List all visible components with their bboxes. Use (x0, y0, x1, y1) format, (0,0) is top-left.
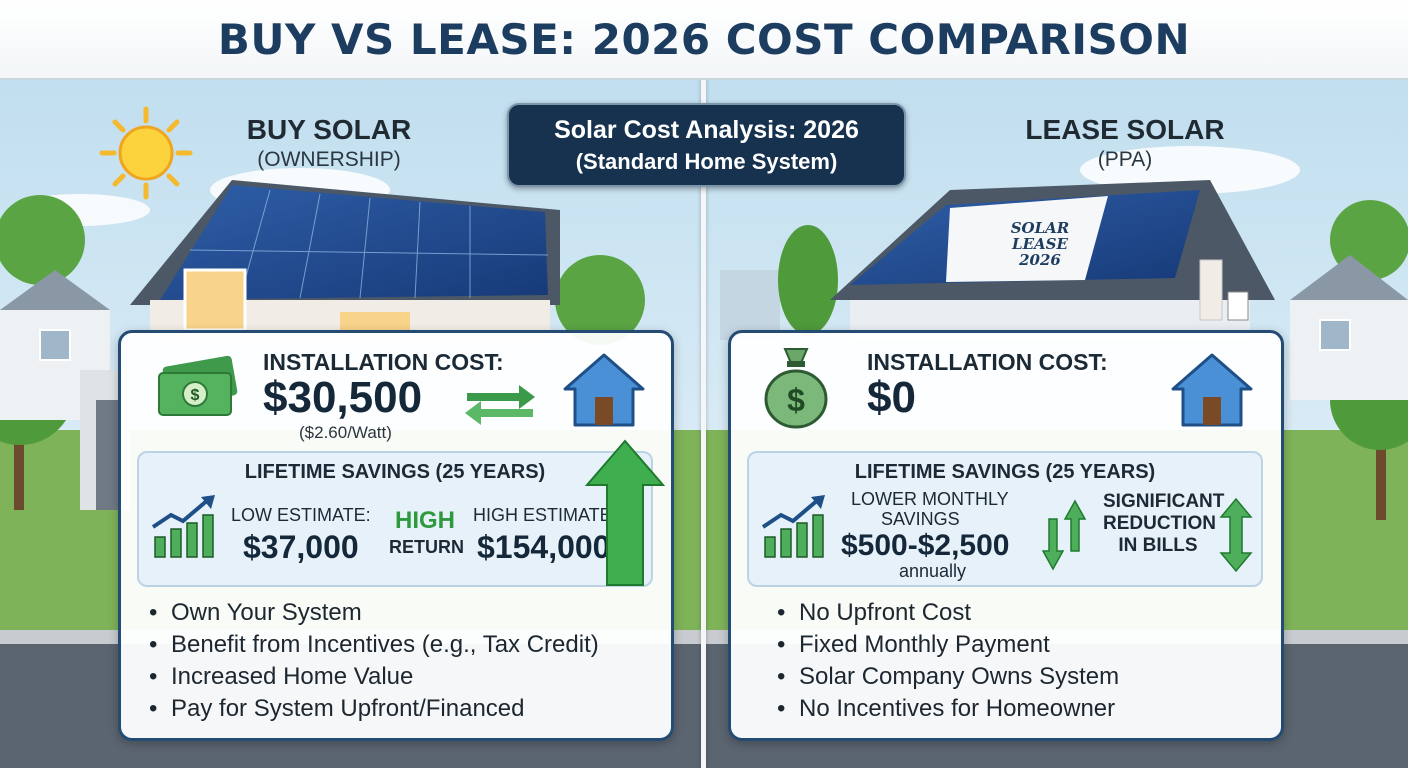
money-bag-icon: $ (764, 348, 828, 429)
buy-install-note: ($2.60/Watt) (299, 423, 392, 442)
buy-bullet-list: Own Your System Benefit from Incentives … (149, 597, 599, 725)
page-title: BUY VS LEASE: 2026 COST COMPARISON (217, 14, 1191, 64)
analysis-badge-line-2: (Standard Home System) (575, 148, 838, 174)
buy-card: $ INSTALLATION COST: $30,500 ($2.60/Watt… (118, 330, 674, 741)
buy-heading-subtitle: (OWNERSHIP) (257, 148, 401, 171)
buy-bullet: Pay for System Upfront/Financed (149, 693, 599, 725)
lease-install-value: $0 (867, 373, 916, 422)
up-arrow-icon (584, 439, 666, 586)
lease-bullet: Solar Company Owns System (777, 661, 1119, 693)
lease-reduction-line-3: IN BILLS (1118, 535, 1198, 556)
lease-monthly-label-2: SAVINGS (881, 509, 960, 529)
buy-install-label: INSTALLATION COST: (263, 349, 504, 375)
growth-chart-icon (151, 495, 215, 558)
exchange-arrows-icon (465, 385, 535, 425)
svg-text:$: $ (191, 387, 200, 404)
lease-reduction-line-2: REDUCTION (1103, 513, 1216, 534)
buy-heading: BUY SOLAR (OWNERSHIP) (214, 114, 444, 172)
buy-bullet: Increased Home Value (149, 661, 599, 693)
buy-bullet: Benefit from Incentives (e.g., Tax Credi… (149, 629, 599, 661)
roof-sign-line-2: LEASE (1012, 235, 1068, 253)
buy-high-return-line-1: HIGH (395, 507, 455, 534)
sun-icon (99, 106, 193, 200)
lease-reduction-line-1: SIGNIFICANT (1103, 491, 1225, 512)
lease-heading-title: LEASE SOLAR (1025, 114, 1225, 145)
buy-low-label: LOW ESTIMATE: (231, 505, 371, 525)
lease-monthly-note: annually (899, 561, 967, 581)
buy-savings-title: LIFETIME SAVINGS (25 YEARS) (244, 461, 546, 483)
roof-sign-line-1: SOLAR (1010, 219, 1070, 237)
buy-heading-title: BUY SOLAR (246, 114, 412, 145)
lease-bullet: No Upfront Cost (777, 597, 1119, 629)
house-icon (1171, 353, 1253, 427)
title-bar: BUY VS LEASE: 2026 COST COMPARISON (0, 0, 1408, 80)
house-icon (563, 353, 645, 427)
roof-sign: SOLAR LEASE 2026 (990, 220, 1090, 280)
lease-install-label: INSTALLATION COST: (867, 349, 1108, 375)
lease-bullet: No Incentives for Homeowner (777, 693, 1119, 725)
growth-chart-icon (761, 495, 825, 558)
lease-heading-subtitle: (PPA) (1097, 148, 1153, 171)
buy-install-value: $30,500 (263, 373, 423, 422)
buy-high-value: $154,000 (477, 529, 611, 565)
lease-bullet: Fixed Monthly Payment (777, 629, 1119, 661)
lease-monthly-label-1: LOWER MONTHLY (851, 489, 1009, 509)
down-up-arrows-icon (1041, 499, 1087, 571)
buy-high-label: HIGH ESTIMATE: (473, 505, 617, 525)
lease-card: $ INSTALLATION COST: $0 LIFETIME SAVINGS… (728, 330, 1284, 741)
analysis-badge: Solar Cost Analysis: 2026 (Standard Home… (507, 103, 906, 187)
roof-sign-line-3: 2026 (1019, 251, 1061, 269)
svg-text:$: $ (787, 382, 805, 418)
center-divider (701, 78, 706, 768)
buy-high-return-line-2: RETURN (389, 537, 464, 557)
cash-icon: $ (158, 355, 238, 416)
buy-low-value: $37,000 (243, 529, 359, 565)
up-down-arrow-icon (1219, 497, 1253, 573)
lease-savings-box: LIFETIME SAVINGS (25 YEARS) LOWER MONTHL… (747, 451, 1263, 587)
analysis-badge-line-1: Solar Cost Analysis: 2026 (554, 115, 859, 144)
buy-bullet: Own Your System (149, 597, 599, 629)
lease-savings-title: LIFETIME SAVINGS (25 YEARS) (854, 461, 1156, 483)
lease-heading: LEASE SOLAR (PPA) (1010, 114, 1240, 172)
lease-monthly-value: $500-$2,500 (841, 529, 1010, 562)
buy-savings-box: LIFETIME SAVINGS (25 YEARS) LOW ESTIMATE… (137, 451, 653, 587)
lease-bullet-list: No Upfront Cost Fixed Monthly Payment So… (777, 597, 1119, 725)
